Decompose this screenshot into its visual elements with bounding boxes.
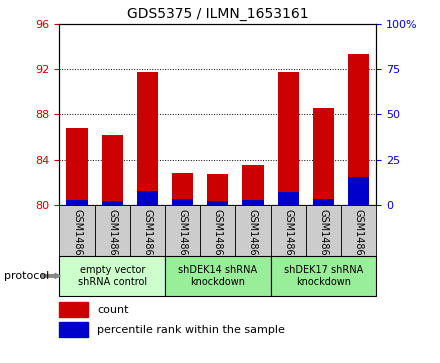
Bar	[242, 166, 264, 205]
Text: protocol: protocol	[4, 271, 50, 281]
Bar	[306, 205, 341, 256]
Bar	[59, 322, 88, 338]
Bar	[172, 174, 193, 205]
Text: GSM1486443: GSM1486443	[178, 209, 187, 274]
Bar	[137, 191, 158, 205]
Bar	[348, 177, 369, 205]
Title: GDS5375 / ILMN_1653161: GDS5375 / ILMN_1653161	[127, 7, 308, 21]
Bar	[172, 199, 193, 205]
Text: percentile rank within the sample: percentile rank within the sample	[97, 325, 285, 335]
Text: GSM1486444: GSM1486444	[213, 209, 223, 274]
Bar	[278, 72, 299, 205]
Bar	[59, 256, 165, 296]
Text: GSM1486448: GSM1486448	[354, 209, 363, 274]
Bar	[137, 72, 158, 205]
Bar	[66, 128, 88, 205]
Bar	[313, 199, 334, 205]
Text: GSM1486442: GSM1486442	[143, 209, 152, 274]
Bar	[235, 205, 271, 256]
Bar	[341, 205, 376, 256]
Bar	[102, 135, 123, 205]
Bar	[165, 205, 200, 256]
Bar	[66, 200, 88, 205]
Bar	[207, 200, 228, 205]
Bar	[313, 107, 334, 205]
Bar	[95, 205, 130, 256]
Bar	[271, 256, 376, 296]
Bar	[207, 175, 228, 205]
Bar	[271, 205, 306, 256]
Text: shDEK14 shRNA
knockdown: shDEK14 shRNA knockdown	[178, 265, 257, 287]
Text: count: count	[97, 305, 129, 315]
Bar	[278, 192, 299, 205]
Text: GSM1486445: GSM1486445	[248, 209, 258, 274]
Text: GSM1486447: GSM1486447	[319, 209, 328, 274]
Bar	[348, 54, 369, 205]
Bar	[242, 200, 264, 205]
Bar	[200, 205, 235, 256]
Bar	[130, 205, 165, 256]
Text: GSM1486441: GSM1486441	[107, 209, 117, 274]
Bar	[59, 205, 95, 256]
Text: GSM1486446: GSM1486446	[283, 209, 293, 274]
Bar	[165, 256, 271, 296]
Text: GSM1486440: GSM1486440	[72, 209, 82, 274]
Bar	[59, 302, 88, 317]
Bar	[102, 200, 123, 205]
Text: empty vector
shRNA control: empty vector shRNA control	[77, 265, 147, 287]
Text: shDEK17 shRNA
knockdown: shDEK17 shRNA knockdown	[284, 265, 363, 287]
